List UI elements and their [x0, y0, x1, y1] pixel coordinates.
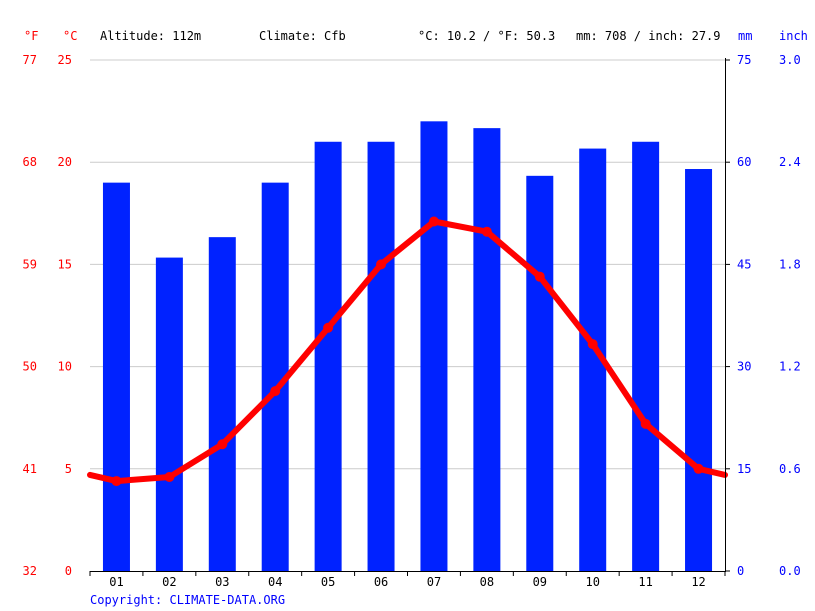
unit-inch-label: inch	[779, 29, 808, 43]
copyright-text[interactable]: Copyright: CLIMATE-DATA.ORG	[90, 593, 285, 607]
precipitation-bar	[685, 169, 713, 571]
axis-tick-labels: 77 25 75 3.0 68 20 60 2.4 59 15 45 1.8 50 10 30 1.2 41 5 1…	[23, 53, 801, 578]
temperature-point	[481, 226, 492, 237]
inch-tick-label: 0.6	[779, 462, 801, 476]
inch-tick-label: 1.8	[779, 257, 801, 271]
fahrenheit-tick-label: 32	[23, 564, 37, 578]
fahrenheit-tick-label: 59	[23, 257, 37, 271]
celsius-tick-label: 20	[58, 155, 72, 169]
month-label: 02	[162, 575, 176, 589]
unit-celsius-label: °C	[63, 29, 77, 43]
month-label: 11	[638, 575, 652, 589]
inch-tick-label: 0.0	[779, 564, 801, 578]
celsius-tick-label: 25	[58, 53, 72, 67]
mm-tick-label: 60	[737, 155, 751, 169]
temperature-point	[376, 259, 387, 270]
month-label: 08	[480, 575, 494, 589]
temperature-line-path	[87, 218, 728, 485]
month-label: 12	[691, 575, 705, 589]
fahrenheit-tick-label: 68	[23, 155, 37, 169]
precipitation-bar	[155, 257, 183, 571]
temperature-point	[693, 463, 704, 474]
fahrenheit-tick-label: 77	[23, 53, 37, 67]
celsius-tick-label: 0	[65, 564, 72, 578]
month-label: 10	[585, 575, 599, 589]
mm-tick-label: 75	[737, 53, 751, 67]
temperature-point	[534, 271, 545, 282]
precipitation-bar	[102, 182, 130, 571]
unit-mm-label: mm	[738, 29, 752, 43]
temperature-point	[587, 339, 598, 350]
temperature-point	[640, 418, 651, 429]
precipitation-bar	[526, 175, 554, 571]
mm-tick-label: 0	[737, 564, 744, 578]
altitude-text: Altitude: 112m	[100, 29, 201, 43]
precipitation-bar	[208, 237, 236, 571]
precipitation-bar	[420, 121, 448, 571]
precipitation-bar	[314, 141, 342, 571]
month-label: 03	[215, 575, 229, 589]
month-label: 01	[109, 575, 123, 589]
temperature-point	[217, 439, 228, 450]
month-label: 06	[374, 575, 388, 589]
precipitation-bar	[367, 141, 395, 571]
precipitation-bar	[632, 141, 660, 571]
month-label: 09	[533, 575, 547, 589]
unit-fahrenheit-label: °F	[24, 29, 38, 43]
grid-lines	[90, 59, 725, 470]
fahrenheit-tick-label: 41	[23, 462, 37, 476]
temperature-point	[323, 322, 334, 333]
temperature-line	[87, 216, 728, 487]
inch-tick-label: 3.0	[779, 53, 801, 67]
chart-axes	[89, 58, 730, 576]
celsius-tick-label: 15	[58, 257, 72, 271]
month-label: 05	[321, 575, 335, 589]
climate-text: Climate: Cfb	[259, 29, 346, 43]
mm-tick-label: 15	[737, 462, 751, 476]
month-label: 07	[427, 575, 441, 589]
precipitation-bar	[473, 128, 501, 571]
temperature-point	[428, 216, 439, 227]
temperature-point	[270, 386, 281, 397]
month-label: 04	[268, 575, 282, 589]
precipitation-total-text: mm: 708 / inch: 27.9	[576, 29, 721, 43]
fahrenheit-tick-label: 50	[23, 360, 37, 374]
mm-tick-label: 45	[737, 257, 751, 271]
inch-tick-label: 2.4	[779, 155, 801, 169]
temperature-point	[111, 476, 122, 487]
precipitation-bars	[102, 121, 713, 571]
average-temperature-text: °C: 10.2 / °F: 50.3	[418, 29, 555, 43]
temperature-point	[164, 471, 175, 482]
celsius-tick-label: 5	[65, 462, 72, 476]
celsius-tick-label: 10	[58, 360, 72, 374]
month-labels: 01 02 03 04 05 06 07 08 09 10 11 12	[109, 575, 706, 589]
mm-tick-label: 30	[737, 360, 751, 374]
inch-tick-label: 1.2	[779, 360, 801, 374]
